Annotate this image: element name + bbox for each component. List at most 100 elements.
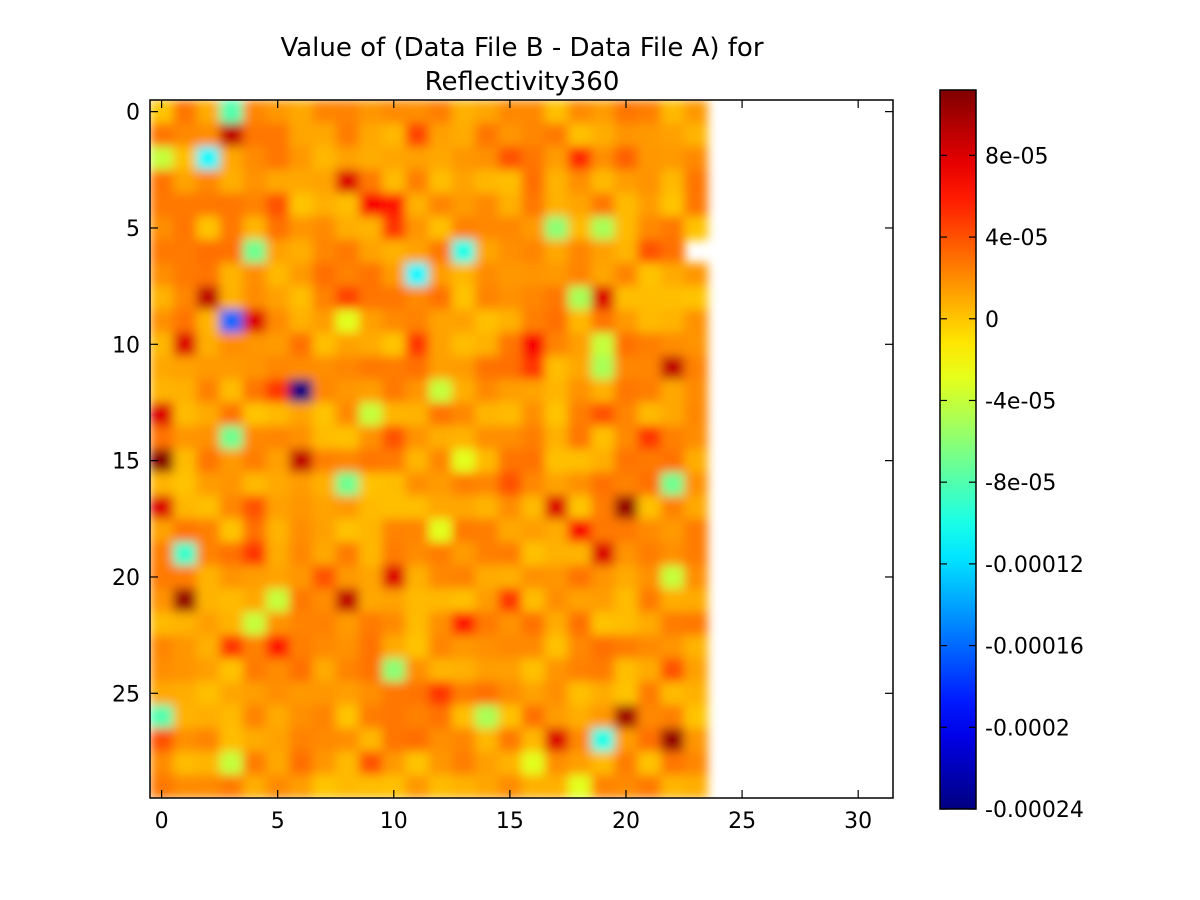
heatmap-cell — [312, 123, 337, 148]
heatmap-cell — [312, 193, 337, 217]
colorbar-tick-label: -4e-05 — [985, 389, 1056, 414]
heatmap-cell — [660, 262, 685, 287]
heatmap-cell — [614, 286, 639, 310]
heatmap-cell — [498, 193, 523, 217]
heatmap-cell — [428, 425, 453, 450]
heatmap-cell — [266, 588, 290, 613]
heatmap-cell — [428, 355, 453, 380]
heatmap-cell — [312, 216, 337, 241]
heatmap-cell — [521, 611, 546, 636]
heatmap-cell — [219, 542, 244, 566]
heatmap-cell — [614, 635, 639, 659]
heatmap-cell — [521, 169, 546, 194]
heatmap-cell — [150, 611, 174, 636]
heatmap-cell — [266, 704, 290, 729]
heatmap-cell — [289, 611, 314, 636]
heatmap-cell — [591, 239, 615, 264]
heatmap-cell — [266, 681, 290, 706]
heatmap-cell — [684, 262, 708, 287]
y-tick-label: 5 — [126, 217, 140, 242]
heatmap-cell — [567, 495, 592, 520]
heatmap-cell — [567, 239, 592, 264]
colorbar-tick-label: 4e-05 — [985, 226, 1048, 251]
heatmap-cell — [219, 216, 244, 241]
heatmap-cell — [266, 542, 290, 566]
heatmap-cell — [335, 425, 360, 450]
heatmap-cell — [498, 542, 523, 566]
heatmap-cell — [289, 379, 314, 404]
heatmap-cell — [312, 611, 337, 636]
heatmap-cell — [312, 658, 337, 683]
heatmap-cell — [289, 355, 314, 380]
heatmap-cell — [405, 565, 430, 590]
heatmap-cell — [684, 309, 708, 334]
heatmap-cell — [382, 495, 407, 520]
heatmap-cell — [242, 379, 267, 404]
heatmap-cell — [498, 472, 523, 497]
heatmap-cell — [544, 425, 569, 450]
heatmap-cell — [382, 588, 407, 613]
heatmap-cell — [289, 565, 314, 590]
heatmap-cell — [451, 658, 476, 683]
heatmap-cell — [660, 379, 685, 404]
heatmap-cell — [684, 193, 708, 217]
heatmap-cell — [335, 658, 360, 683]
heatmap-cell — [498, 704, 523, 729]
x-tick-label: 5 — [271, 809, 285, 834]
heatmap-cell — [335, 751, 360, 776]
heatmap-cell — [266, 239, 290, 264]
heatmap-cell — [289, 635, 314, 659]
y-tick-label: 0 — [126, 101, 140, 126]
heatmap-cell — [428, 379, 453, 404]
heatmap-cell — [544, 193, 569, 217]
heatmap-cell — [405, 704, 430, 729]
heatmap-cell — [544, 402, 569, 427]
heatmap-cell — [289, 239, 314, 264]
heatmap-cell — [312, 565, 337, 590]
x-tick-label: 15 — [496, 809, 524, 834]
heatmap-cell — [637, 728, 662, 753]
heatmap-cell — [405, 100, 430, 124]
heatmap-cell — [660, 588, 685, 613]
heatmap-cell — [544, 216, 569, 241]
heatmap-cell — [219, 635, 244, 659]
heatmap-cell — [637, 216, 662, 241]
heatmap-cell — [312, 379, 337, 404]
heatmap-cell — [591, 774, 615, 798]
heatmap-cell — [544, 332, 569, 357]
heatmap-cell — [358, 286, 383, 310]
heatmap-cell — [242, 146, 267, 171]
heatmap-cell — [382, 611, 407, 636]
heatmap-cell — [242, 495, 267, 520]
heatmap-cell — [266, 565, 290, 590]
heatmap-cell — [150, 332, 174, 357]
heatmap-cell — [614, 425, 639, 450]
heatmap-cell — [405, 449, 430, 473]
heatmap-cell — [358, 565, 383, 590]
heatmap-cell — [567, 379, 592, 404]
heatmap-cell — [242, 332, 267, 357]
heatmap-cell — [173, 774, 198, 798]
heatmap-cell — [335, 681, 360, 706]
heatmap-cell — [358, 472, 383, 497]
heatmap-cell — [428, 588, 453, 613]
heatmap-cell — [567, 123, 592, 148]
heatmap-cell — [521, 751, 546, 776]
heatmap-cell — [312, 704, 337, 729]
heatmap-cell — [637, 355, 662, 380]
heatmap-cell — [219, 774, 244, 798]
heatmap-cell — [660, 472, 685, 497]
heatmap-cell — [196, 355, 221, 380]
heatmap-cell — [498, 635, 523, 659]
heatmap-cell — [475, 379, 499, 404]
heatmap-cell — [475, 774, 499, 798]
heatmap-cell — [219, 146, 244, 171]
heatmap-cell — [660, 193, 685, 217]
heatmap-cell — [567, 425, 592, 450]
heatmap-cell — [382, 728, 407, 753]
heatmap-cell — [498, 495, 523, 520]
heatmap-cell — [382, 216, 407, 241]
heatmap-cell — [335, 728, 360, 753]
plot-frame — [149, 99, 894, 799]
heatmap-cell — [567, 635, 592, 659]
